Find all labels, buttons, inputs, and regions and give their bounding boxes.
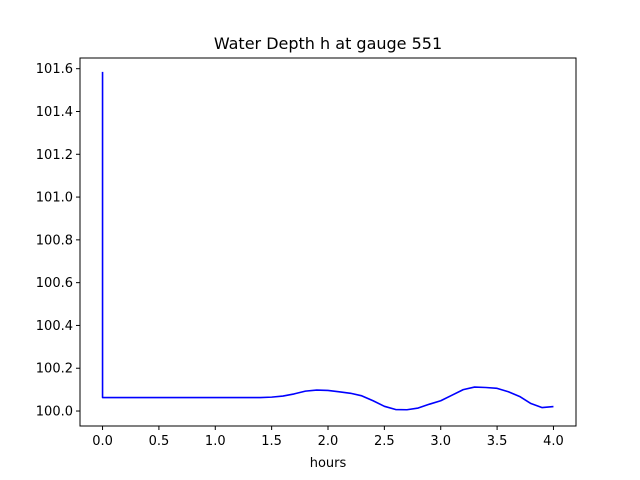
y-tick-label: 101.2 <box>36 148 73 163</box>
x-tick-label: 3.0 <box>430 434 451 449</box>
y-tick-label: 101.4 <box>36 105 73 120</box>
y-tick-label: 101.0 <box>36 191 73 206</box>
series-layer <box>101 71 554 411</box>
y-tick-label: 100.0 <box>36 405 73 420</box>
series-line-0 <box>101 71 554 411</box>
x-axis: 0.0 0.5 1.0 1.5 2.0 2.5 3.0 3.5 4.0 <box>92 426 564 449</box>
y-tick-label: 100.4 <box>36 319 73 334</box>
x-tick-label: 3.5 <box>487 434 508 449</box>
x-tick-label: 2.0 <box>318 434 339 449</box>
y-tick-label: 101.6 <box>36 62 73 77</box>
plot-area <box>79 57 577 427</box>
x-tick-label: 2.5 <box>374 434 395 449</box>
x-tick-label: 1.0 <box>205 434 226 449</box>
y-tick-label: 100.2 <box>36 362 73 377</box>
chart-title: Water Depth h at gauge 551 <box>214 34 442 53</box>
x-tick-label: 0.0 <box>92 434 113 449</box>
x-axis-label: hours <box>310 456 347 471</box>
x-tick-label: 0.5 <box>149 434 170 449</box>
y-tick-label: 100.8 <box>36 233 73 248</box>
x-tick-label: 1.5 <box>261 434 282 449</box>
y-axis: 100.0 100.2 100.4 100.6 100.8 101.0 101.2 101.4… <box>36 62 80 420</box>
y-tick-label: 100.6 <box>36 276 73 291</box>
x-tick-label: 4.0 <box>543 434 564 449</box>
